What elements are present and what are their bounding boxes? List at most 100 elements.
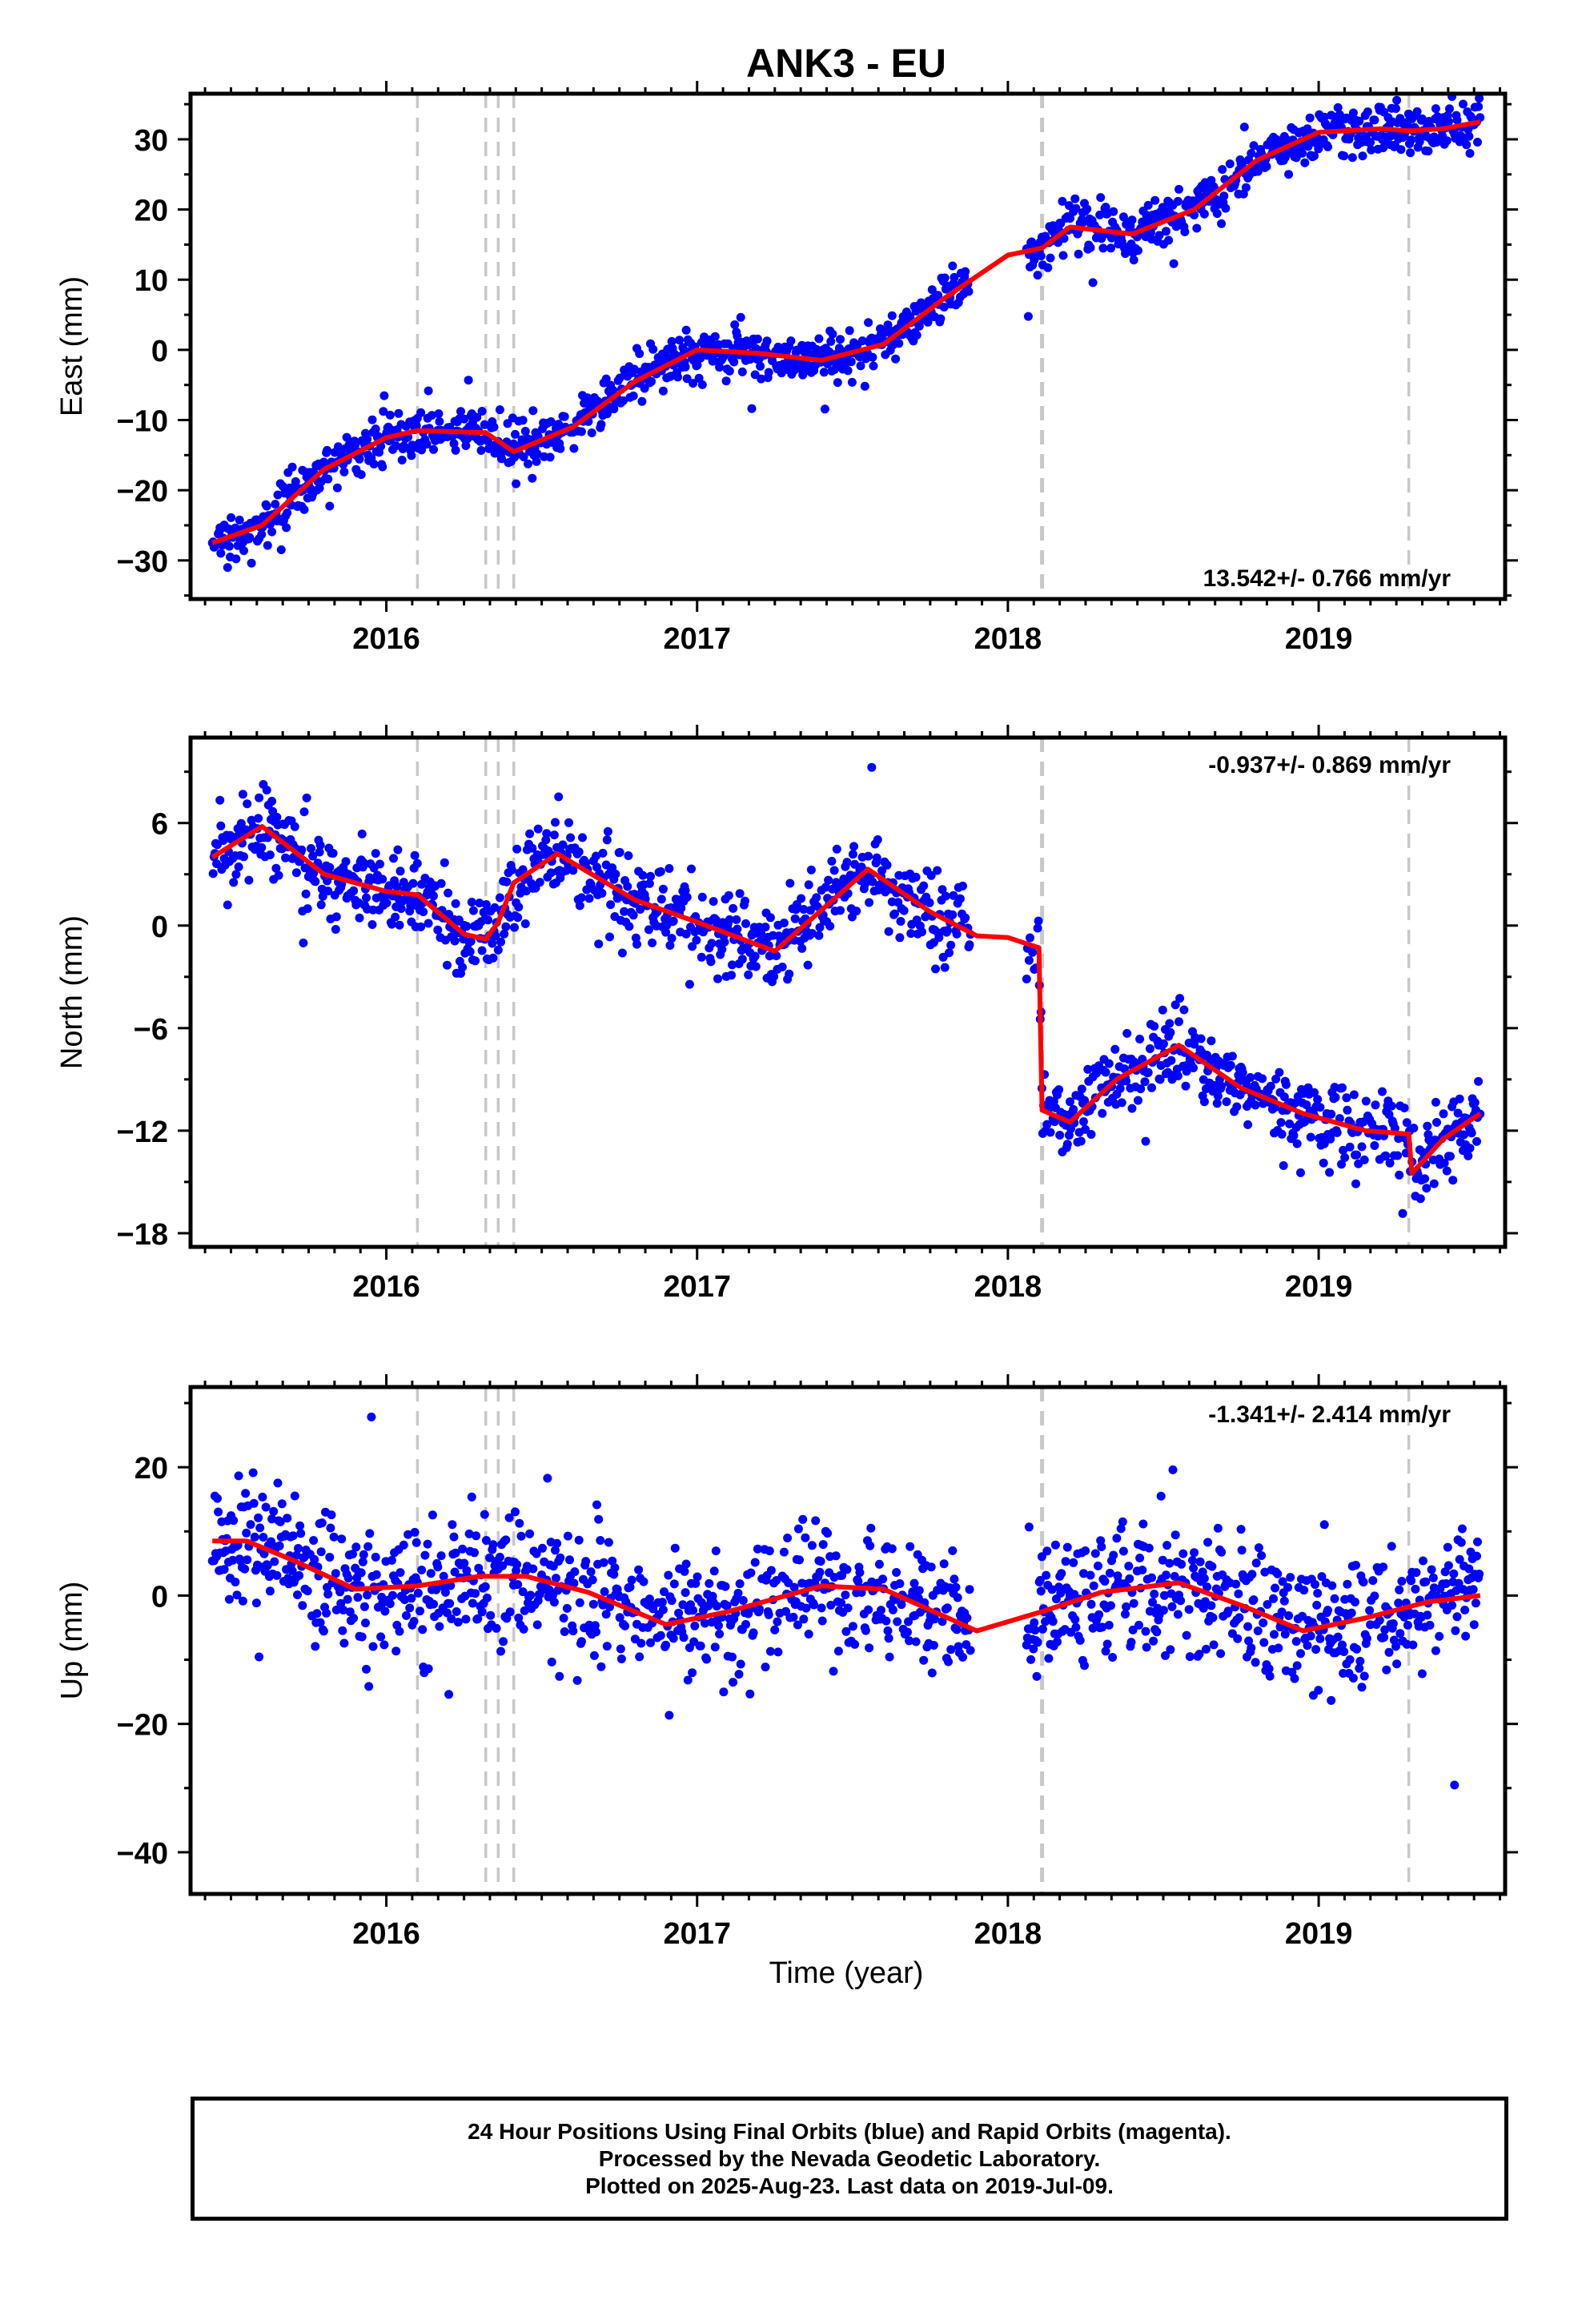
data-point — [887, 311, 897, 320]
data-point — [842, 1565, 852, 1574]
data-point — [367, 1412, 376, 1421]
data-point — [359, 858, 368, 867]
data-point — [1370, 1591, 1379, 1601]
data-point — [1071, 203, 1081, 213]
data-point — [1332, 1128, 1342, 1137]
data-point — [773, 1617, 782, 1626]
data-point — [325, 501, 335, 511]
data-point — [919, 881, 929, 891]
data-point — [1166, 1055, 1176, 1065]
data-point — [1432, 1118, 1441, 1127]
data-point — [942, 1603, 952, 1613]
data-point — [681, 362, 690, 372]
data-point — [376, 1632, 386, 1642]
data-point — [624, 922, 634, 931]
data-point — [458, 1544, 468, 1554]
data-point — [757, 374, 766, 384]
data-point — [1469, 1620, 1479, 1630]
data-point — [412, 1538, 421, 1547]
data-point — [624, 851, 633, 860]
data-point — [906, 929, 916, 939]
data-point — [1313, 1095, 1323, 1104]
data-point — [719, 1687, 729, 1697]
data-point — [673, 372, 682, 382]
data-point — [277, 1499, 287, 1509]
data-point — [616, 1655, 626, 1663]
data-point — [1474, 102, 1484, 111]
data-point — [396, 1568, 405, 1578]
data-point — [638, 870, 648, 880]
data-point — [769, 971, 779, 981]
data-point — [219, 1565, 229, 1574]
data-point — [597, 889, 607, 898]
data-point — [895, 933, 905, 943]
data-point — [1147, 1083, 1156, 1092]
data-point — [355, 454, 364, 464]
data-point — [216, 821, 226, 830]
data-point — [486, 1610, 496, 1620]
data-point — [589, 1651, 599, 1660]
data-point — [426, 1569, 436, 1578]
data-point — [1421, 1577, 1431, 1586]
data-point — [371, 1552, 380, 1562]
data-point — [1358, 151, 1367, 161]
data-point — [687, 864, 696, 874]
data-point — [795, 1555, 804, 1565]
data-point — [596, 1536, 605, 1545]
data-point — [594, 939, 604, 949]
data-point — [605, 932, 614, 942]
data-point — [412, 421, 421, 431]
data-point — [228, 1555, 238, 1565]
data-point — [1066, 214, 1074, 223]
data-point — [363, 1542, 373, 1551]
data-point — [749, 1628, 758, 1638]
data-point — [1425, 1620, 1435, 1630]
east-velocity-label: 13.542+/- 0.766 mm/yr — [1203, 565, 1452, 592]
data-point — [1423, 1121, 1432, 1131]
data-point — [864, 1605, 873, 1614]
data-point — [843, 1603, 853, 1613]
data-point — [1342, 1093, 1351, 1103]
data-point — [395, 920, 404, 930]
up-panel: 2016 2017 2018 2019 −40 −20 0 20 Up (mm) -1.341+/… — [55, 1374, 1518, 1951]
data-point — [458, 963, 468, 972]
data-point — [379, 391, 389, 400]
data-point — [1213, 1092, 1223, 1101]
data-point — [1178, 1549, 1188, 1558]
data-point — [712, 1602, 721, 1611]
data-point — [765, 1546, 774, 1556]
data-point — [1415, 1194, 1425, 1204]
data-point — [440, 858, 449, 867]
data-point — [1219, 191, 1229, 201]
data-point — [1370, 115, 1379, 125]
data-point — [1126, 1638, 1136, 1647]
data-point — [261, 1502, 271, 1512]
data-point — [502, 877, 512, 887]
data-point — [397, 456, 407, 464]
data-point — [451, 445, 460, 455]
data-point — [1348, 108, 1358, 118]
data-point — [385, 410, 395, 420]
data-point — [1325, 1168, 1335, 1177]
data-point — [761, 1663, 770, 1672]
data-point — [1445, 104, 1454, 114]
data-point — [1251, 1100, 1260, 1110]
data-point — [1129, 1598, 1138, 1608]
data-point — [953, 1593, 962, 1602]
data-point — [526, 1590, 536, 1600]
data-point — [952, 1625, 962, 1634]
data-point — [510, 923, 519, 932]
data-point — [480, 420, 489, 429]
data-point — [240, 1564, 250, 1574]
caption-line-3: Plotted on 2025-Aug-23. Last data on 201… — [585, 2173, 1114, 2198]
data-point — [267, 1514, 277, 1524]
data-point — [451, 899, 460, 908]
data-point — [1345, 1655, 1355, 1664]
data-point — [311, 1642, 320, 1651]
data-point — [1225, 159, 1235, 169]
data-point — [1070, 194, 1080, 203]
data-point — [315, 847, 324, 857]
data-point — [1262, 162, 1271, 171]
data-point — [1275, 1068, 1284, 1077]
data-point — [747, 404, 757, 413]
